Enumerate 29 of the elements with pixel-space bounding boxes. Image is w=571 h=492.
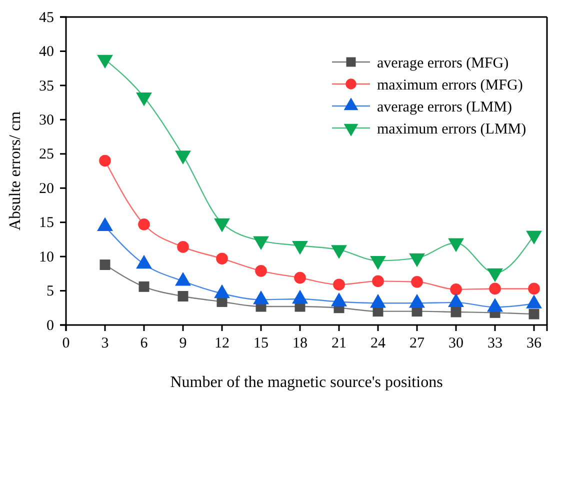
x-tick-label: 27: [410, 336, 425, 352]
legend-label: maximum errors (LMM): [377, 121, 526, 138]
y-tick-label: 45: [39, 10, 54, 26]
y-tick-label: 10: [39, 249, 54, 266]
x-tick-label: 33: [488, 336, 502, 352]
x-tick-label: 15: [254, 336, 268, 352]
y-tick-label: 15: [39, 215, 54, 232]
legend-label: maximum errors (MFG): [377, 77, 523, 94]
y-tick-label: 25: [39, 146, 54, 163]
x-tick-label: 9: [179, 336, 187, 352]
x-axis-title: Number of the magnetic source's positions: [170, 374, 443, 391]
y-tick-label: 0: [46, 318, 54, 334]
x-tick-label: 21: [332, 336, 346, 352]
y-tick-label: 30: [39, 112, 54, 128]
legend-label: average errors (LMM): [377, 99, 512, 116]
x-tick-label: 24: [370, 336, 386, 352]
x-tick-label: 18: [292, 336, 308, 352]
legend-label: average errors (MFG): [377, 55, 509, 72]
x-tick-label: 36: [526, 336, 542, 352]
x-tick-label: 12: [214, 336, 230, 352]
x-tick-label: 0: [62, 336, 70, 352]
y-tick-label: 5: [46, 284, 54, 300]
y-tick-label: 35: [39, 78, 54, 94]
y-tick-label: 20: [39, 180, 54, 197]
x-tick-label: 3: [101, 336, 109, 352]
x-tick-label: 6: [140, 336, 148, 352]
y-tick-label: 40: [39, 44, 54, 60]
x-tick-label: 30: [448, 336, 464, 352]
y-axis-title: Absulte errors/ cm: [7, 110, 24, 231]
